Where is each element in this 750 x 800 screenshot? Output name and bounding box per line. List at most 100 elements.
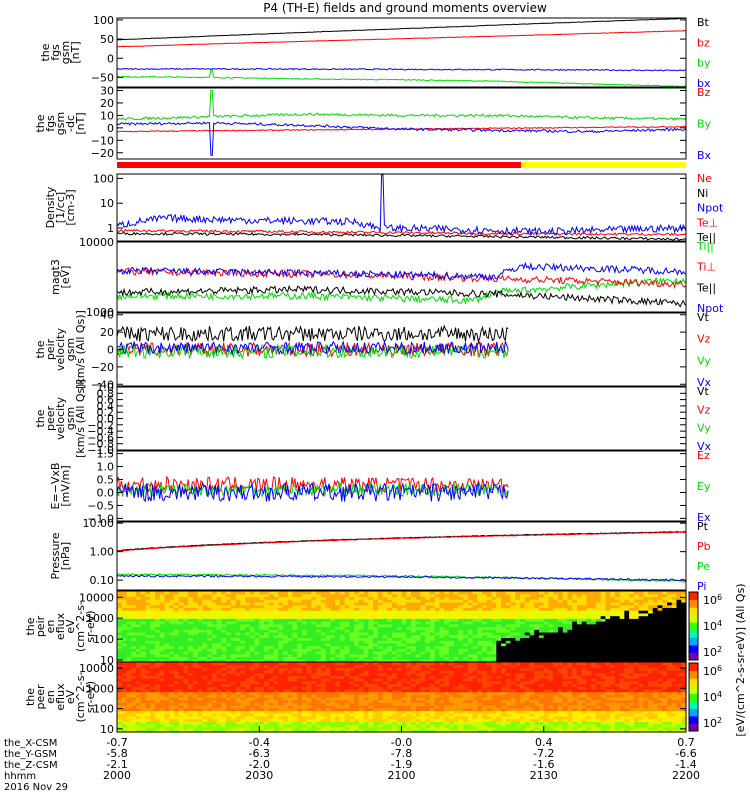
peir_eflux-cell <box>448 634 455 639</box>
peir_eflux-cell <box>154 596 161 600</box>
peir_eflux-cell <box>619 612 625 617</box>
peir_eflux-cell <box>467 651 474 655</box>
peir_eflux-cell <box>226 615 232 619</box>
peir_eflux-cell <box>325 610 331 614</box>
peir_eflux-cell <box>387 593 393 598</box>
peer_eflux-cell <box>154 699 161 703</box>
peer_eflux-cell <box>226 691 232 695</box>
peir_eflux-cell <box>667 659 673 663</box>
peir_eflux-cell <box>396 593 403 598</box>
peir_eflux-cell <box>529 591 535 595</box>
peir_eflux-cell <box>273 618 279 622</box>
peir_eflux-cell <box>358 615 365 619</box>
peir_eflux-cell <box>192 591 199 595</box>
peir_eflux-cell <box>325 612 331 617</box>
y-axis-label: [nPa] <box>59 542 72 570</box>
peir_eflux-cell <box>373 607 379 611</box>
peer_eflux-cell <box>131 718 137 722</box>
peer_eflux-cell <box>245 707 251 712</box>
peir_eflux-cell <box>629 618 635 622</box>
peer_eflux-cell <box>301 688 308 693</box>
peir_eflux-cell <box>202 626 208 630</box>
peir_eflux-cell <box>178 591 184 595</box>
peir_eflux-cell <box>117 642 123 647</box>
peer_eflux-cell <box>249 678 256 682</box>
peir_eflux-cell <box>619 656 625 660</box>
peir_eflux-cell <box>467 610 474 614</box>
peir_eflux-cell <box>505 607 512 611</box>
peer_eflux-cell <box>140 726 147 730</box>
peir_eflux-cell <box>282 596 289 600</box>
peir_eflux-cell <box>510 591 516 595</box>
peer_eflux-cell <box>197 694 203 698</box>
peer_eflux-cell <box>188 707 194 712</box>
peer_eflux-cell <box>211 675 218 679</box>
peir_eflux-cell <box>619 645 625 649</box>
peir_eflux-cell <box>572 629 578 633</box>
peir_eflux-cell <box>444 640 450 644</box>
peer_eflux-cell <box>240 699 246 703</box>
peir_eflux-cell <box>467 659 474 663</box>
peir_eflux-cell <box>486 612 493 617</box>
peir_eflux-cell <box>477 615 483 619</box>
peir_eflux-cell <box>311 618 317 622</box>
peir_eflux-cell <box>520 604 526 608</box>
peir_eflux-cell <box>415 645 422 649</box>
peir_eflux-cell <box>491 645 497 649</box>
peir_eflux-cell <box>221 601 227 606</box>
peir_eflux-cell <box>586 653 592 658</box>
peir_eflux-cell <box>458 645 464 649</box>
peir_eflux-cell <box>448 640 455 644</box>
peir_eflux-cell <box>510 604 516 608</box>
ytick-label: −0.6 <box>87 431 114 444</box>
peir_eflux-cell <box>548 618 554 622</box>
peir_eflux-cell <box>368 621 374 625</box>
peir_eflux-cell <box>335 642 341 647</box>
peir_eflux-cell <box>448 591 455 595</box>
peir_eflux-cell <box>344 601 350 606</box>
peir_eflux-cell <box>335 648 341 652</box>
peir_eflux-cell <box>539 621 545 625</box>
peir_eflux-cell <box>320 659 327 663</box>
peir_eflux-cell <box>368 593 374 598</box>
peir_eflux-cell <box>425 631 431 636</box>
peir_eflux-cell <box>263 604 270 608</box>
peir_eflux-cell <box>586 599 592 603</box>
peer_eflux-cell <box>268 670 275 674</box>
peer_eflux-cell <box>235 664 241 668</box>
peir_eflux-cell <box>415 634 422 639</box>
peir_eflux-cell <box>491 623 497 628</box>
peer_eflux-cell <box>373 675 379 679</box>
peir_eflux-cell <box>297 645 303 649</box>
peer_eflux-cell <box>131 675 137 679</box>
peir_eflux-cell <box>159 648 166 652</box>
peer_eflux-cell <box>145 678 151 682</box>
peir_eflux-cell <box>183 631 189 636</box>
peer_eflux-cell <box>306 715 313 720</box>
peir_eflux-cell <box>614 631 621 636</box>
peer_eflux-cell <box>263 702 270 706</box>
peir_eflux-cell <box>633 653 640 658</box>
peir_eflux-cell <box>396 601 403 606</box>
peir_eflux-cell <box>268 656 275 660</box>
peir_eflux-cell <box>292 648 298 652</box>
peir_eflux-cell <box>344 640 350 644</box>
peer_eflux-cell <box>211 691 218 695</box>
peir_eflux-cell <box>501 648 507 652</box>
peir_eflux-cell <box>245 640 251 644</box>
peer_eflux-cell <box>254 688 260 693</box>
peer_eflux-cell <box>325 718 331 722</box>
peir_eflux-cell <box>415 615 422 619</box>
peir_eflux-cell <box>676 610 682 614</box>
peer_eflux-cell <box>121 705 128 709</box>
peer_eflux-cell <box>145 710 151 714</box>
peer_eflux-cell <box>154 697 161 701</box>
peer_eflux-cell <box>207 707 213 712</box>
peer_eflux-cell <box>263 729 270 733</box>
peir_eflux-cell <box>624 607 630 611</box>
peer_eflux-cell <box>207 715 213 720</box>
peir_eflux-cell <box>515 607 521 611</box>
peer_eflux-cell <box>287 705 294 709</box>
peer_eflux-cell <box>392 697 398 701</box>
peir_eflux-cell <box>211 645 218 649</box>
